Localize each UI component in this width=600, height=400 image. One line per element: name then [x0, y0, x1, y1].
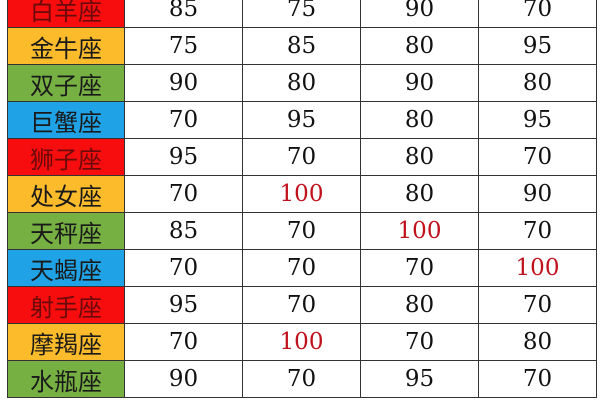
zodiac-sign-cell: 天秤座 — [7, 212, 125, 250]
score-cell: 75 — [124, 27, 243, 65]
score-cell: 80 — [478, 64, 597, 102]
score-cell: 85 — [124, 0, 243, 28]
zodiac-sign-cell: 射手座 — [7, 286, 125, 324]
score-cell: 70 — [478, 286, 597, 324]
score-cell: 70 — [242, 212, 361, 250]
score-cell: 80 — [360, 138, 479, 176]
score-cell: 80 — [242, 64, 361, 102]
score-cell: 95 — [124, 138, 243, 176]
score-cell: 70 — [124, 323, 243, 361]
zodiac-score-table: 白羊座 85 75 90 70 金牛座 75 85 80 95 双子座 90 80 90 80 巨蟹座 70 95… — [7, 0, 597, 398]
score-cell: 75 — [242, 0, 361, 28]
table-row: 金牛座 75 85 80 95 — [7, 27, 597, 65]
score-cell: 70 — [242, 286, 361, 324]
score-cell: 70 — [478, 138, 597, 176]
score-cell: 90 — [360, 64, 479, 102]
score-cell: 95 — [478, 27, 597, 65]
table-row: 摩羯座 70 100 70 80 — [7, 323, 597, 361]
zodiac-sign-cell: 白羊座 — [7, 0, 125, 28]
zodiac-sign-cell: 天蝎座 — [7, 249, 125, 287]
score-cell: 70 — [124, 101, 243, 139]
score-cell: 70 — [124, 249, 243, 287]
score-cell: 80 — [360, 101, 479, 139]
score-cell: 70 — [242, 138, 361, 176]
score-cell: 70 — [360, 323, 479, 361]
table-row: 狮子座 95 70 80 70 — [7, 138, 597, 176]
score-cell: 90 — [360, 0, 479, 28]
score-cell: 95 — [478, 101, 597, 139]
zodiac-sign-cell: 狮子座 — [7, 138, 125, 176]
score-cell: 90 — [124, 64, 243, 102]
table-row: 处女座 70 100 80 90 — [7, 175, 597, 213]
score-cell: 100 — [360, 212, 479, 250]
score-cell: 70 — [478, 360, 597, 398]
score-cell: 95 — [242, 101, 361, 139]
score-cell: 85 — [124, 212, 243, 250]
score-cell: 70 — [124, 175, 243, 213]
zodiac-sign-cell: 双子座 — [7, 64, 125, 102]
score-cell: 100 — [478, 249, 597, 287]
score-cell: 90 — [124, 360, 243, 398]
zodiac-sign-cell: 水瓶座 — [7, 360, 125, 398]
table-row: 巨蟹座 70 95 80 95 — [7, 101, 597, 139]
score-cell: 95 — [124, 286, 243, 324]
score-cell: 100 — [242, 323, 361, 361]
score-cell: 95 — [360, 360, 479, 398]
score-cell: 100 — [242, 175, 361, 213]
score-cell: 85 — [242, 27, 361, 65]
score-cell: 70 — [478, 212, 597, 250]
table-row: 白羊座 85 75 90 70 — [7, 0, 597, 28]
zodiac-sign-cell: 处女座 — [7, 175, 125, 213]
score-cell: 70 — [242, 360, 361, 398]
score-cell: 80 — [478, 323, 597, 361]
score-cell: 70 — [478, 0, 597, 28]
zodiac-sign-cell: 摩羯座 — [7, 323, 125, 361]
score-cell: 80 — [360, 175, 479, 213]
score-cell: 70 — [360, 249, 479, 287]
zodiac-sign-cell: 巨蟹座 — [7, 101, 125, 139]
table-row: 双子座 90 80 90 80 — [7, 64, 597, 102]
zodiac-sign-cell: 金牛座 — [7, 27, 125, 65]
score-cell: 80 — [360, 286, 479, 324]
score-cell: 90 — [478, 175, 597, 213]
table-row: 天蝎座 70 70 70 100 — [7, 249, 597, 287]
score-cell: 80 — [360, 27, 479, 65]
table-row: 射手座 95 70 80 70 — [7, 286, 597, 324]
table-row: 水瓶座 90 70 95 70 — [7, 360, 597, 398]
table-row: 天秤座 85 70 100 70 — [7, 212, 597, 250]
score-cell: 70 — [242, 249, 361, 287]
